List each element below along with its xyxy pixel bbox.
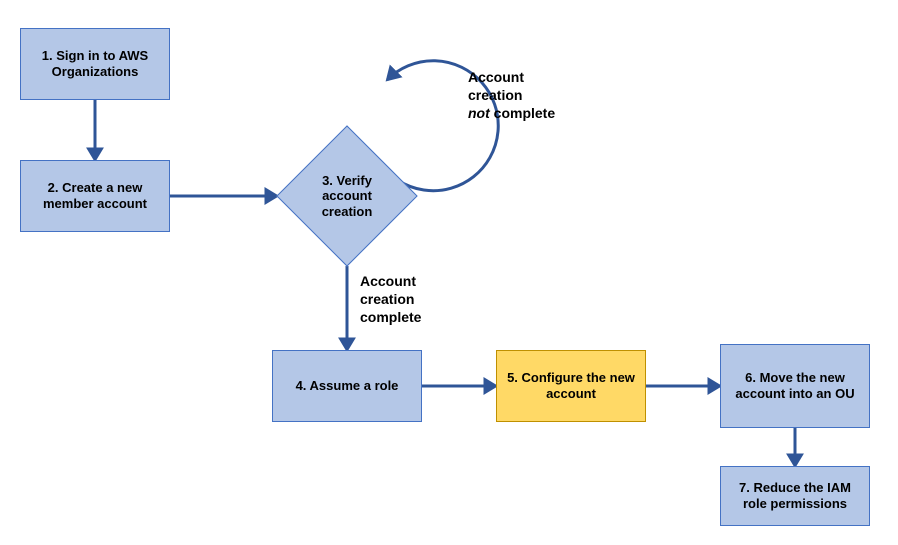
node-label: 5. Configure the new account [503,370,639,403]
annotation-a_done: Accountcreationcomplete [360,272,500,327]
flowchart-node-n7: 7. Reduce the IAM role permissions [720,466,870,526]
flowchart-node-n6: 6. Move the new account into an OU [720,344,870,428]
flowchart-node-n5: 5. Configure the new account [496,350,646,422]
node-label: 1. Sign in to AWS Organizations [27,48,163,81]
node-label: 4. Assume a role [296,378,399,394]
flowchart-node-n4: 4. Assume a role [272,350,422,422]
flowchart-node-n3: 3. Verify account creation [297,146,397,246]
node-label: 2. Create a new member account [27,180,163,213]
node-label: 7. Reduce the IAM role permissions [727,480,863,513]
flowchart-node-n2: 2. Create a new member account [20,160,170,232]
node-label: 6. Move the new account into an OU [727,370,863,403]
node-label: 3. Verify account creation [297,146,397,246]
annotation-a_not: Accountcreationnot complete [468,68,628,123]
flowchart-node-n1: 1. Sign in to AWS Organizations [20,28,170,100]
